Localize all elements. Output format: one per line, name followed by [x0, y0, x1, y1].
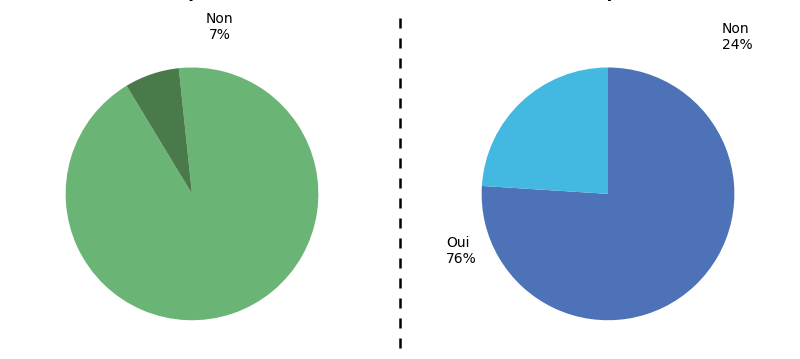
Wedge shape [482, 67, 608, 194]
Text: Non
24%: Non 24% [722, 22, 752, 52]
Wedge shape [482, 67, 734, 320]
Wedge shape [66, 67, 318, 320]
Wedge shape [126, 68, 192, 194]
Text: Oui
76%: Oui 76% [446, 236, 477, 266]
Title: Oui : 241 personnes: Oui : 241 personnes [98, 0, 286, 1]
Text: Non
7%: Non 7% [206, 12, 234, 42]
Title: Non : 121 personnes: Non : 121 personnes [511, 0, 705, 1]
